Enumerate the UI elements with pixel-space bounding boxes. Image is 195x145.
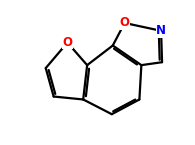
Text: O: O [62,36,72,49]
Text: N: N [156,24,166,37]
Text: O: O [120,17,130,29]
